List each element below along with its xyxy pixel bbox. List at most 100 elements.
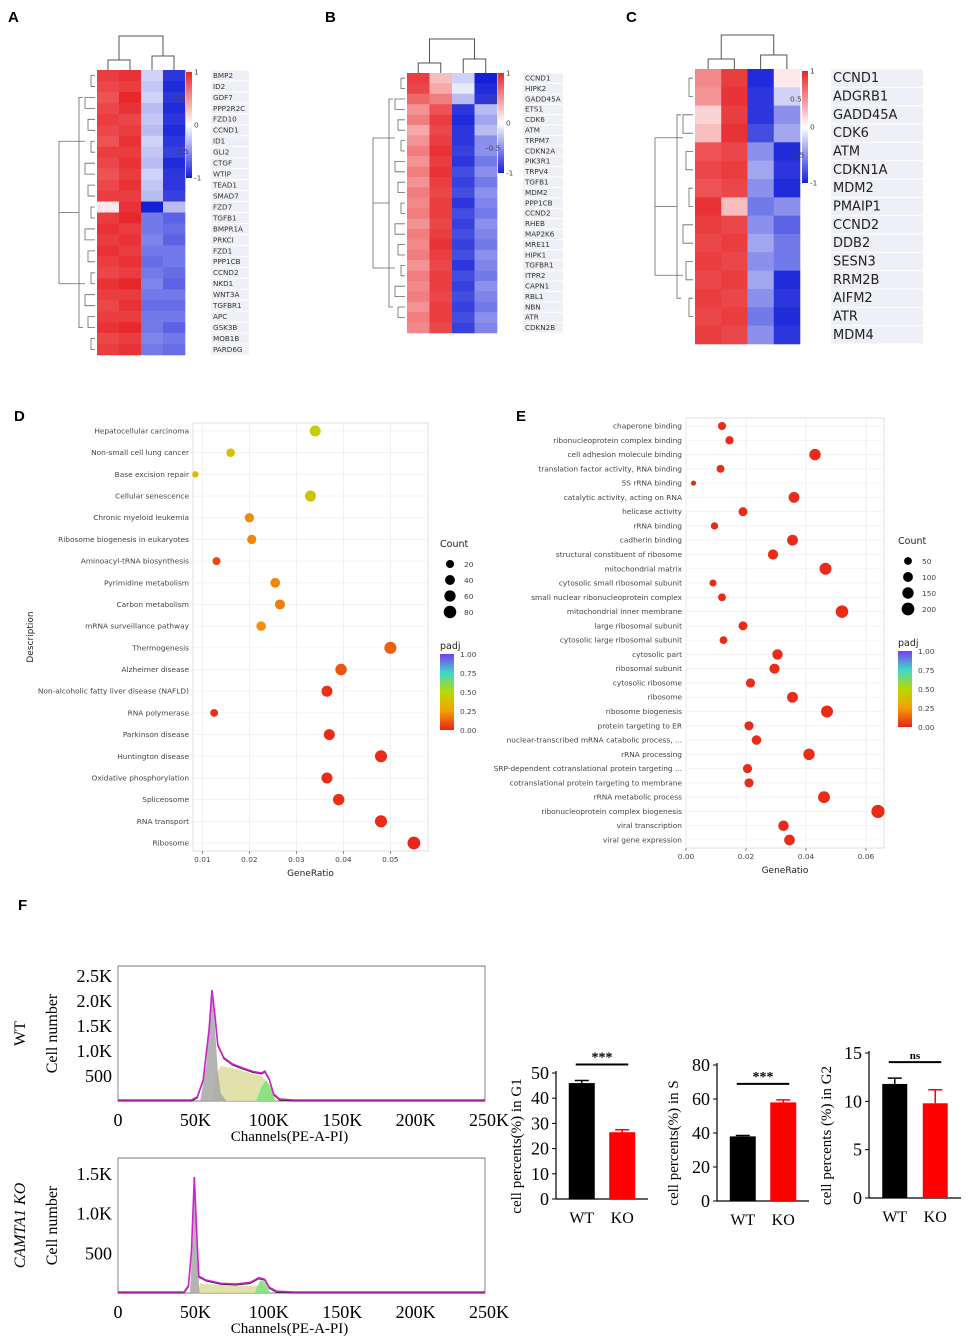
panel-label-b: B bbox=[325, 9, 336, 26]
gene-label: MDM2 bbox=[525, 188, 548, 197]
heatmap-cell bbox=[119, 212, 142, 224]
data-point bbox=[690, 480, 697, 486]
heatmap-cell bbox=[119, 289, 142, 301]
heatmap-cell bbox=[141, 234, 164, 246]
heatmap-cell bbox=[773, 252, 801, 271]
x-tick-label: 0.03 bbox=[288, 855, 305, 864]
gene-label: RBL1 bbox=[525, 292, 544, 301]
heatmap-cell bbox=[407, 145, 430, 157]
gene-label-bg bbox=[523, 177, 563, 187]
term-label: cytosolic large ribosomal subunit bbox=[560, 636, 682, 645]
gene-label: MAP2K6 bbox=[525, 229, 555, 238]
col-dendrogram bbox=[720, 34, 775, 59]
heatmap-cell bbox=[407, 260, 430, 271]
heatmap-cell bbox=[163, 70, 186, 82]
heatmap-cell bbox=[452, 83, 475, 95]
y-axis-title: Description bbox=[26, 611, 36, 662]
color-scale-tick: 0.5 bbox=[174, 94, 186, 103]
heatmap-cell bbox=[452, 156, 475, 167]
heatmap-cell bbox=[429, 104, 453, 115]
heatmap-cell bbox=[695, 142, 722, 161]
data-point bbox=[321, 685, 333, 697]
legend-size-dot bbox=[444, 590, 456, 602]
gene-label-bg bbox=[831, 142, 923, 161]
term-label: catalytic activity, acting on RNA bbox=[564, 493, 682, 502]
legend-color-title: padj bbox=[440, 641, 461, 652]
term-label: Aminoacyl-tRNA biosynthesis bbox=[81, 557, 189, 566]
heatmap-cell bbox=[119, 234, 142, 246]
heatmap-cell bbox=[773, 215, 801, 235]
bar bbox=[729, 1136, 756, 1201]
data-point bbox=[384, 641, 397, 654]
heatmap-cell bbox=[119, 135, 142, 148]
heatmap-cell bbox=[407, 135, 430, 147]
term-label: cytosolic part bbox=[632, 650, 682, 659]
data-point bbox=[725, 436, 734, 445]
gene-label-bg bbox=[211, 191, 249, 202]
data-point bbox=[374, 750, 388, 763]
color-scale-tick: -1 bbox=[194, 174, 202, 183]
gene-label: GADD45A bbox=[833, 108, 898, 123]
heatmap-cell bbox=[747, 307, 775, 326]
heatmap-cell bbox=[695, 124, 722, 143]
heatmap-cell bbox=[141, 212, 164, 224]
y-tick-label: 40 bbox=[692, 1123, 710, 1143]
heatmap-cell bbox=[452, 208, 475, 219]
heatmap-cell bbox=[695, 69, 722, 88]
gene-label: RHEB bbox=[525, 219, 545, 228]
row-dendrogram bbox=[394, 77, 405, 318]
heatmap-cell bbox=[119, 333, 142, 345]
gene-label-bg bbox=[211, 114, 249, 125]
heatmap-cell bbox=[163, 223, 186, 235]
gene-label-bg bbox=[831, 307, 923, 326]
gene-label-bg bbox=[523, 302, 563, 312]
term-label: Chronic myeloid leukemia bbox=[93, 513, 189, 522]
data-point bbox=[744, 778, 754, 788]
heatmap-cell bbox=[429, 281, 453, 292]
heatmap-cell bbox=[695, 197, 722, 216]
gene-label-bg bbox=[523, 94, 563, 104]
heatmap-cell bbox=[119, 300, 142, 312]
heatmap-cell bbox=[141, 289, 164, 301]
heatmap-cell bbox=[452, 114, 475, 126]
heatmap-cell bbox=[119, 190, 142, 202]
y-tick-label: 60 bbox=[692, 1089, 710, 1109]
heatmap-c: CCND1 ADGRB1 GADD45A CDK6 ATM CDKN1A MDM2 PMAIP… bbox=[654, 34, 923, 345]
heatmap-cell bbox=[163, 267, 186, 279]
heatmap-cell bbox=[119, 91, 142, 104]
heatmap-cell bbox=[141, 91, 164, 104]
gene-label: APC bbox=[213, 312, 227, 321]
gene-label: ITPR2 bbox=[525, 271, 545, 280]
error-bar bbox=[887, 1077, 902, 1084]
heatmap-cell bbox=[747, 124, 775, 143]
gene-label: MDM2 bbox=[833, 181, 874, 196]
term-label: protein targeting to ER bbox=[598, 721, 682, 730]
heatmap-cell bbox=[97, 256, 120, 268]
heatmap-cell bbox=[721, 124, 748, 143]
heatmap-cell bbox=[773, 87, 801, 106]
term-label: chaperone binding bbox=[613, 422, 682, 431]
gene-label: CCND1 bbox=[833, 71, 879, 86]
x-tick-label: 250K bbox=[469, 1110, 509, 1130]
heatmap-cell bbox=[452, 218, 475, 230]
heatmap-cell bbox=[119, 267, 142, 279]
term-label: Alzheimer disease bbox=[122, 665, 190, 674]
heatmap-cell bbox=[773, 160, 801, 180]
bar bbox=[568, 1083, 595, 1199]
heatmap-cell bbox=[163, 157, 186, 169]
heatmap-cell bbox=[429, 322, 453, 334]
heatmap-cell bbox=[747, 289, 775, 308]
data-point bbox=[717, 421, 727, 431]
legend-color-tick: 0.25 bbox=[918, 704, 935, 713]
heatmap-cell bbox=[721, 270, 748, 290]
heatmap-cell bbox=[97, 311, 120, 323]
heatmap-cell bbox=[429, 177, 453, 188]
heatmap-cell bbox=[163, 102, 186, 115]
col-dendrogram bbox=[462, 58, 487, 73]
term-label: small nuclear ribonucleoprotein complex bbox=[531, 593, 682, 602]
x-tick-label: 200K bbox=[396, 1302, 436, 1322]
gene-label: MRE11 bbox=[525, 240, 550, 249]
gene-label: CCND1 bbox=[525, 73, 551, 82]
legend-color-tick: 0.25 bbox=[460, 707, 477, 716]
heatmap-cell bbox=[747, 197, 775, 216]
